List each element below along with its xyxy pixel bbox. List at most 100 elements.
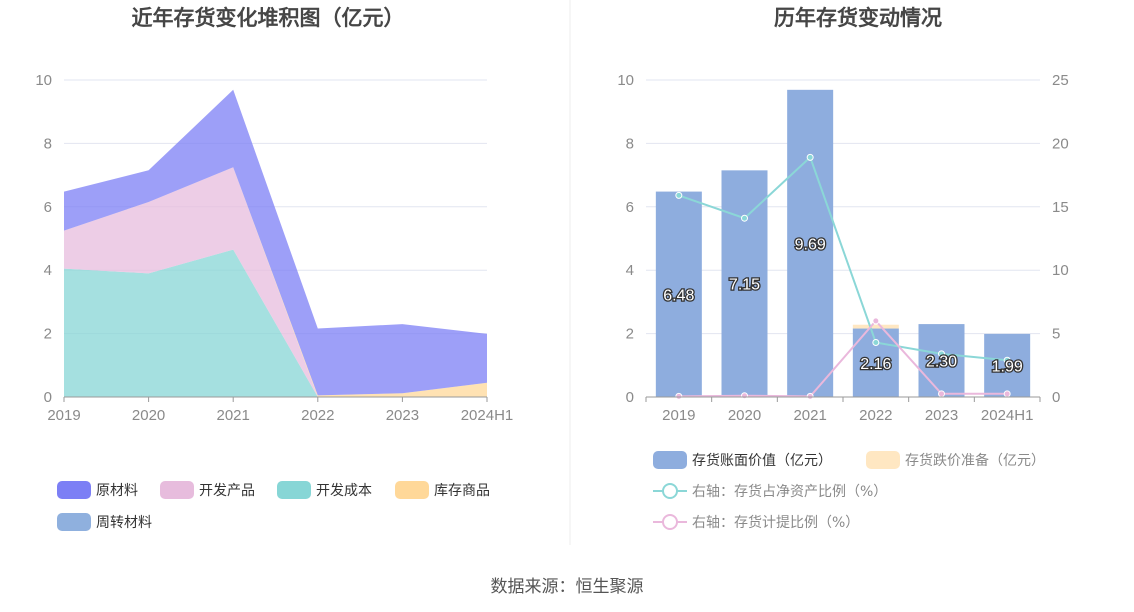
legend-label: 开发成本 — [316, 483, 372, 499]
bar-line-combo-chart: 历年存货变动情况 0 2 4 6 8 10 0 5 10 15 20 25 6.48 7.15 9.69… — [617, 6, 1068, 531]
line-point[interactable] — [872, 338, 880, 346]
x-tick-label: 2019 — [47, 407, 80, 424]
x-tick-label: 2020 — [132, 407, 165, 424]
left-x-axis: 2019 2020 2021 2022 2023 2024H1 — [47, 396, 514, 424]
line-point[interactable] — [938, 390, 945, 398]
bar[interactable] — [984, 333, 1031, 397]
legend-item[interactable]: 原材料 — [57, 481, 138, 499]
legend-label: 存货跌价准备（亿元） — [905, 452, 1045, 469]
bar-value-label: 2.16 — [860, 356, 891, 373]
area-开发产品 — [64, 167, 487, 397]
y-tick-label: 4 — [626, 262, 634, 279]
legend-label: 右轴：存货占净资产比例（%） — [692, 483, 887, 500]
y2-tick-label: 10 — [1052, 262, 1069, 279]
legend-swatch — [57, 513, 91, 531]
legend-swatch — [277, 481, 311, 499]
bar-value-label: 2.30 — [926, 354, 957, 371]
legend-marker — [662, 483, 678, 499]
legend-swatch — [57, 481, 91, 499]
y-tick-label: 10 — [35, 72, 52, 89]
legend-item[interactable]: 库存商品 — [395, 481, 490, 499]
line-point[interactable] — [1003, 356, 1011, 364]
area-开发成本 — [64, 249, 487, 397]
y-tick-label: 6 — [626, 199, 634, 216]
bar-value-label: 1.99 — [992, 358, 1023, 375]
legend-swatch — [395, 481, 429, 499]
left-chart-title: 近年存货变化堆积图（亿元） — [132, 6, 405, 30]
right-left-axis-ticks: 0 2 4 6 8 10 — [617, 72, 634, 406]
left-y-axis-ticks: 0 2 4 6 8 10 — [35, 72, 52, 406]
line-point[interactable] — [938, 350, 945, 358]
line-point[interactable] — [872, 317, 880, 325]
legend-swatch — [160, 481, 194, 499]
x-tick-label: 2021 — [217, 407, 250, 424]
right-bar-labels: 6.48 7.15 9.69 2.16 2.30 1.99 — [662, 235, 1024, 377]
legend-item[interactable]: 存货账面价值（亿元） — [653, 451, 832, 469]
x-tick-label: 2019 — [662, 407, 695, 424]
right-right-axis-ticks: 0 5 10 15 20 25 — [1052, 72, 1069, 406]
bar-provision[interactable] — [852, 324, 899, 329]
data-source-note: 数据来源：恒生聚源 — [491, 577, 644, 597]
legend-label: 开发产品 — [199, 483, 255, 499]
legend-item[interactable]: 存货跌价准备（亿元） — [866, 451, 1045, 469]
y-tick-label: 6 — [44, 199, 52, 216]
y2-tick-label: 25 — [1052, 72, 1069, 89]
line-point[interactable] — [806, 392, 814, 400]
y-tick-label: 2 — [626, 326, 634, 343]
x-tick-label: 2022 — [301, 407, 334, 424]
x-tick-label: 2024H1 — [981, 407, 1034, 424]
line-point[interactable] — [741, 214, 748, 222]
legend-swatch — [866, 451, 900, 469]
line-point[interactable] — [806, 153, 814, 161]
bar[interactable] — [721, 170, 768, 397]
legend-item[interactable]: 周转材料 — [57, 513, 152, 531]
right-chart-title: 历年存货变动情况 — [774, 6, 942, 30]
x-tick-label: 2020 — [728, 407, 761, 424]
legend-label: 存货账面价值（亿元） — [692, 452, 832, 469]
bar[interactable] — [918, 324, 965, 397]
right-x-axis: 2019 2020 2021 2022 2023 2024H1 — [645, 396, 1041, 424]
y2-tick-label: 0 — [1052, 389, 1060, 406]
x-tick-label: 2021 — [793, 407, 826, 424]
x-tick-label: 2023 — [386, 407, 419, 424]
right-line-series — [675, 153, 1011, 400]
right-legend: 存货账面价值（亿元） 存货跌价准备（亿元） 右轴：存货占净资产比例（%） 右轴：存货计… — [653, 451, 1045, 531]
legend-item[interactable]: 开发成本 — [277, 481, 372, 499]
y2-tick-label: 15 — [1052, 199, 1069, 216]
area-原材料 — [64, 89, 487, 396]
x-tick-label: 2022 — [859, 407, 892, 424]
y-tick-label: 0 — [44, 389, 52, 406]
line-point[interactable] — [1003, 390, 1011, 398]
legend-label: 原材料 — [96, 483, 138, 499]
right-gridlines — [646, 79, 1040, 398]
x-tick-label: 2024H1 — [461, 407, 514, 424]
y-tick-label: 4 — [44, 262, 52, 279]
bar-value-label: 9.69 — [795, 236, 826, 253]
y-tick-label: 2 — [44, 326, 52, 343]
line-point[interactable] — [675, 191, 683, 199]
bar[interactable] — [655, 191, 702, 397]
bar[interactable] — [787, 89, 834, 398]
legend-item[interactable]: 开发产品 — [160, 481, 255, 499]
legend-item[interactable]: 右轴：存货占净资产比例（%） — [653, 483, 887, 500]
area-库存商品 — [64, 167, 487, 397]
x-tick-label: 2023 — [925, 407, 958, 424]
y-tick-label: 0 — [626, 389, 634, 406]
legend-label: 库存商品 — [434, 483, 490, 499]
right-bar-series — [655, 89, 1031, 398]
legend-swatch — [653, 451, 687, 469]
line-point[interactable] — [741, 392, 748, 400]
bar-value-label: 6.48 — [663, 287, 694, 304]
y2-tick-label: 20 — [1052, 135, 1069, 152]
y2-tick-label: 5 — [1052, 326, 1060, 343]
legend-item[interactable]: 右轴：存货计提比例（%） — [653, 514, 859, 531]
legend-label: 右轴：存货计提比例（%） — [692, 514, 859, 531]
bar-value-label: 7.15 — [729, 277, 760, 294]
legend-marker — [662, 514, 678, 530]
left-area-series — [64, 89, 487, 397]
line-point[interactable] — [675, 392, 683, 400]
y-tick-label: 10 — [617, 72, 634, 89]
